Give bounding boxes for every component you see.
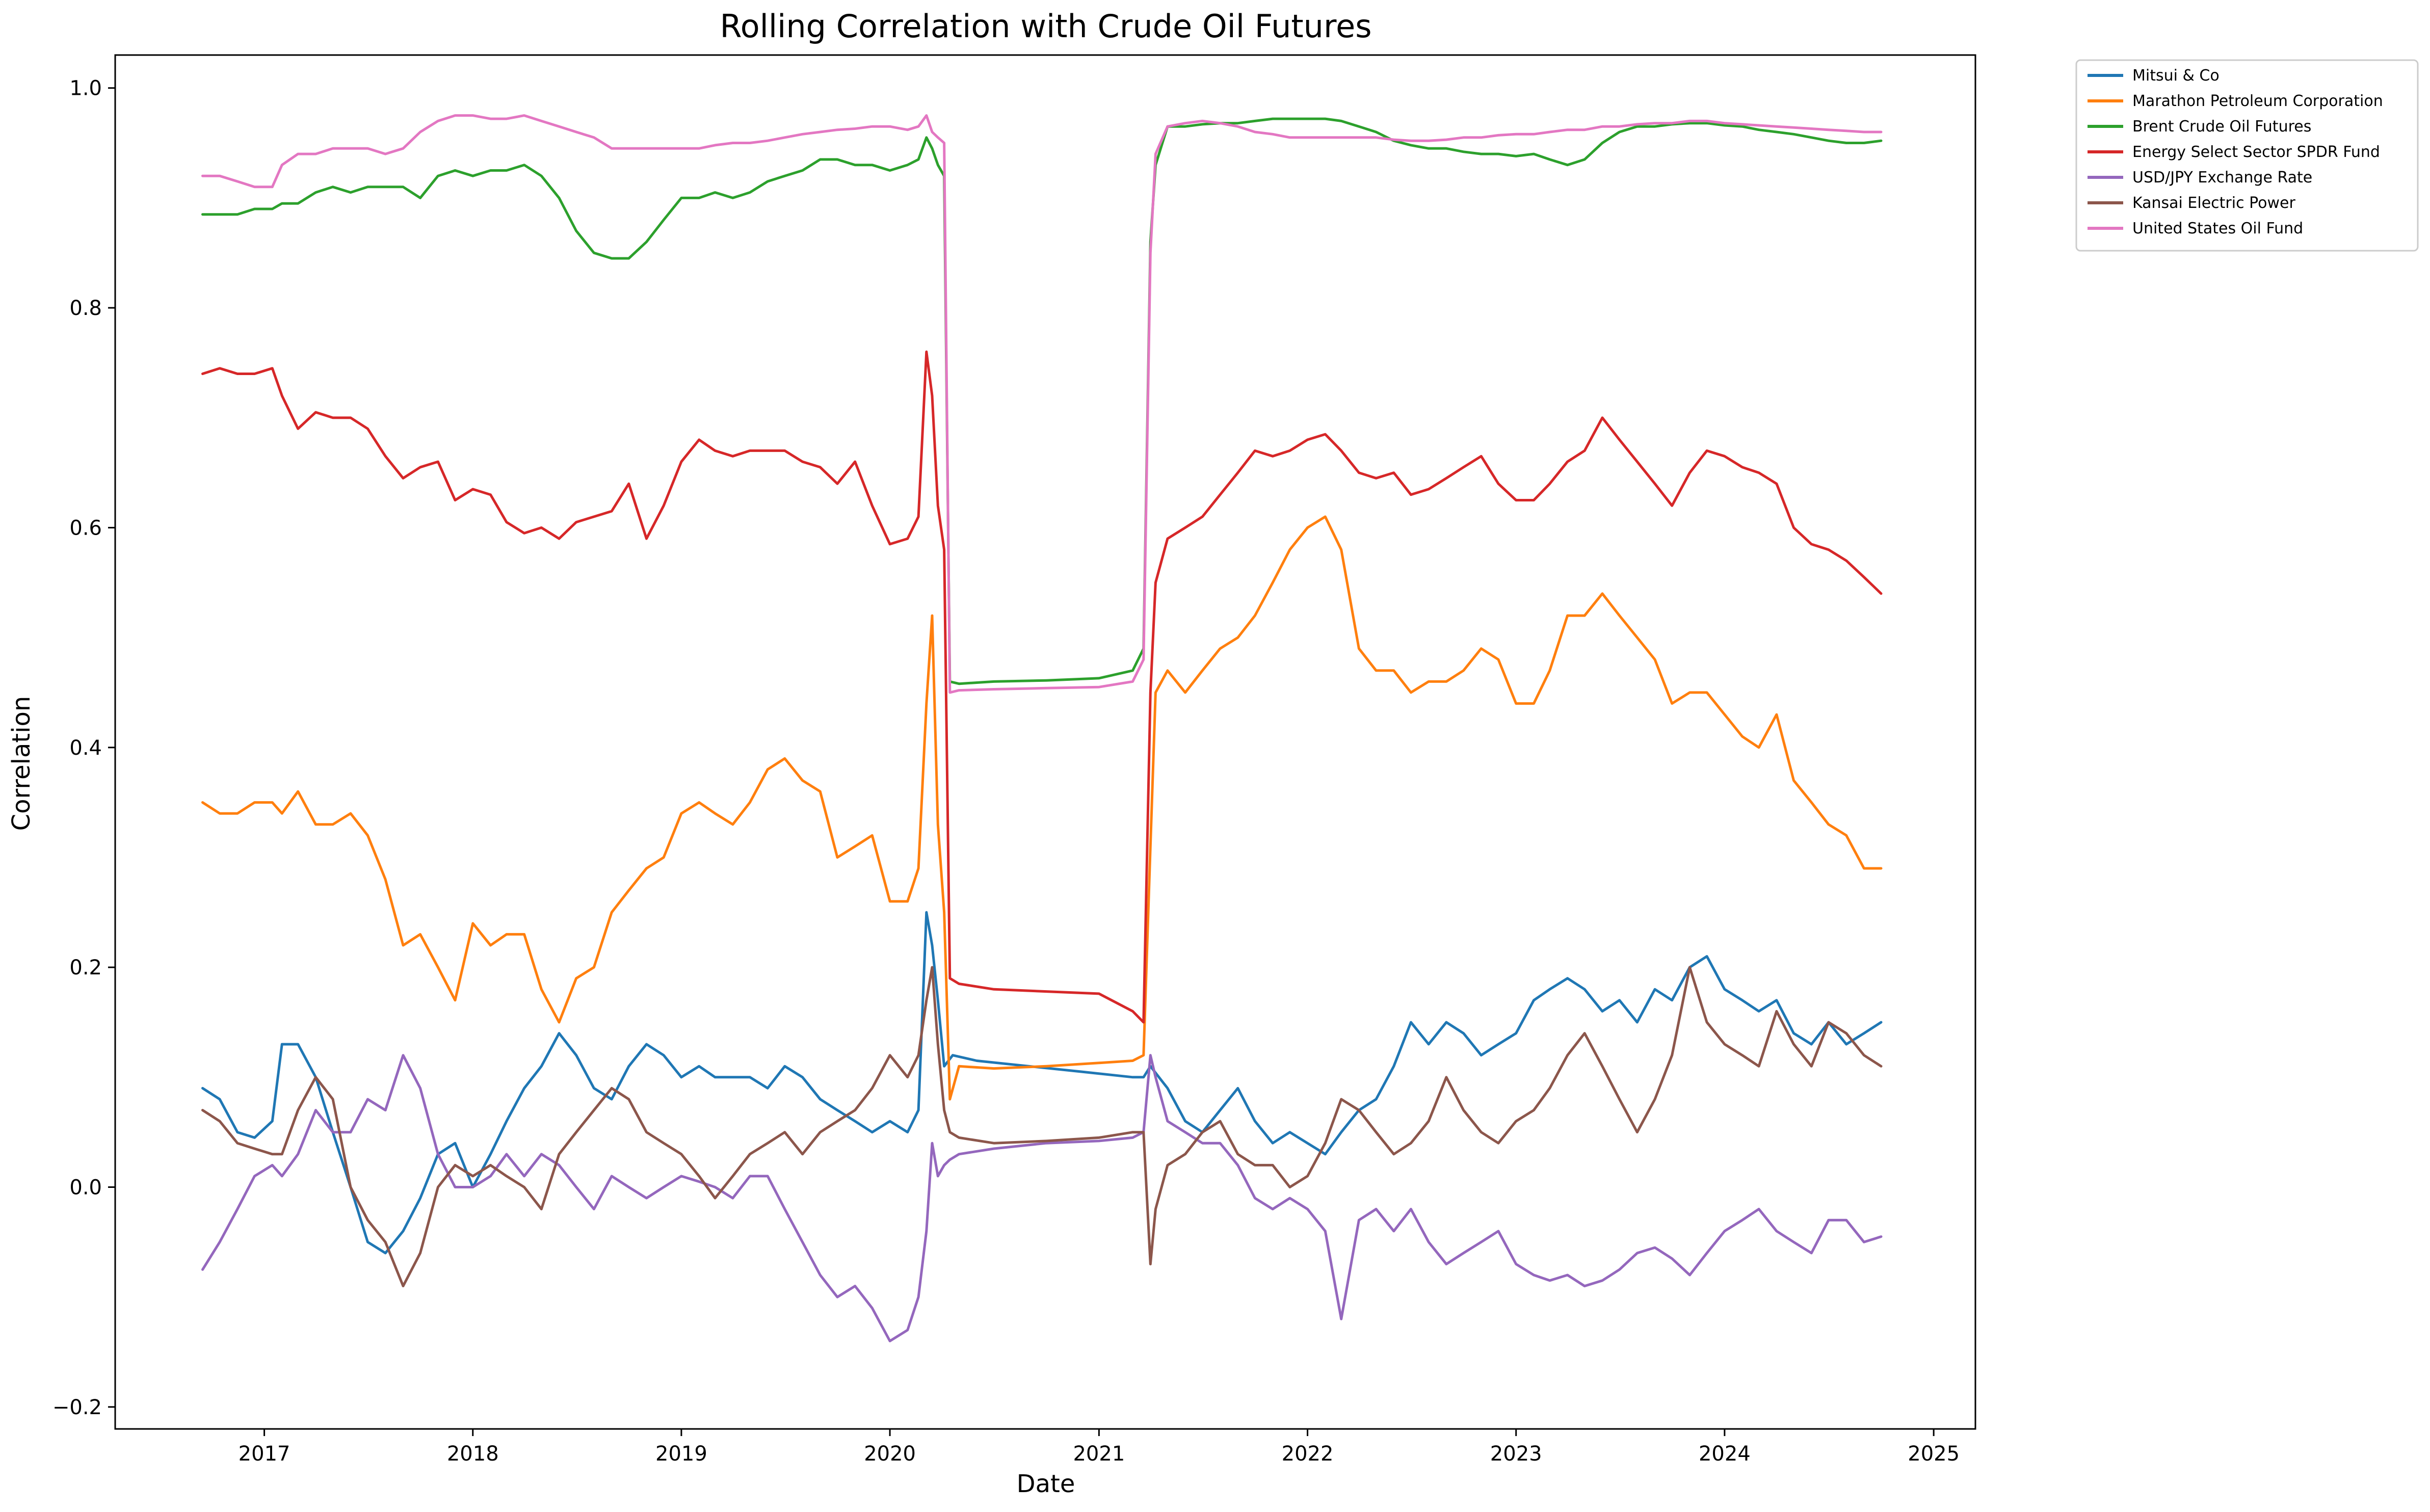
legend: Mitsui & Co Marathon Petroleum Corporatio…	[2075, 59, 2419, 252]
y-tick-label-3: 0.4	[69, 736, 102, 760]
series-line-5	[201, 1054, 1883, 1342]
series-line-3	[201, 117, 1883, 685]
x-ticks-layer: 2017 2018 2019 2020 2021 2022 2023 2024 2025	[239, 1429, 1960, 1466]
legend-label-7: United States Oil Fund	[2132, 220, 2303, 237]
y-tick-label-6: 1.0	[69, 77, 102, 100]
y-tick-label-5: 0.8	[69, 297, 102, 320]
legend-label-6: Kansai Electric Power	[2132, 194, 2296, 212]
x-axis-title: Date	[1017, 1470, 1075, 1498]
x-tick-label-2018: 2018	[447, 1442, 499, 1466]
x-tick-label-2024: 2024	[1699, 1442, 1751, 1466]
series-line-7	[201, 114, 1883, 694]
legend-label-5: USD/JPY Exchange Rate	[2132, 169, 2312, 187]
x-tick-label-2020: 2020	[864, 1442, 916, 1466]
y-ticks-layer: −0.2 0.0 0.2 0.4 0.6 0.8 1.0	[52, 77, 115, 1419]
y-tick-label-1: 0.0	[69, 1176, 102, 1200]
plot-frame	[114, 54, 1976, 1430]
series-line-6	[201, 966, 1883, 1288]
y-axis-title: Correlation	[7, 696, 36, 831]
x-tick-label-2019: 2019	[655, 1442, 707, 1466]
y-tick-label-0: −0.2	[52, 1396, 102, 1419]
series-line-1	[201, 911, 1883, 1255]
x-tick-label-2021: 2021	[1073, 1442, 1125, 1466]
chart-title: Rolling Correlation with Crude Oil Futur…	[720, 8, 1371, 45]
x-tick-label-2025: 2025	[1908, 1442, 1960, 1466]
y-tick-label-2: 0.2	[69, 956, 102, 979]
x-tick-label-2023: 2023	[1490, 1442, 1542, 1466]
legend-label-4: Energy Select Sector SPDR Fund	[2132, 143, 2380, 161]
x-tick-label-2017: 2017	[239, 1442, 290, 1466]
series-line-2	[201, 515, 1883, 1101]
series-layer	[201, 114, 1883, 1342]
legend-label-2: Marathon Petroleum Corporation	[2132, 92, 2383, 110]
legend-frame	[2075, 59, 2419, 252]
x-tick-label-2022: 2022	[1282, 1442, 1334, 1466]
y-tick-label-4: 0.6	[69, 516, 102, 540]
series-line-4	[201, 350, 1883, 1024]
legend-label-3: Brent Crude Oil Futures	[2132, 118, 2311, 136]
legend-label-1: Mitsui & Co	[2132, 67, 2220, 85]
